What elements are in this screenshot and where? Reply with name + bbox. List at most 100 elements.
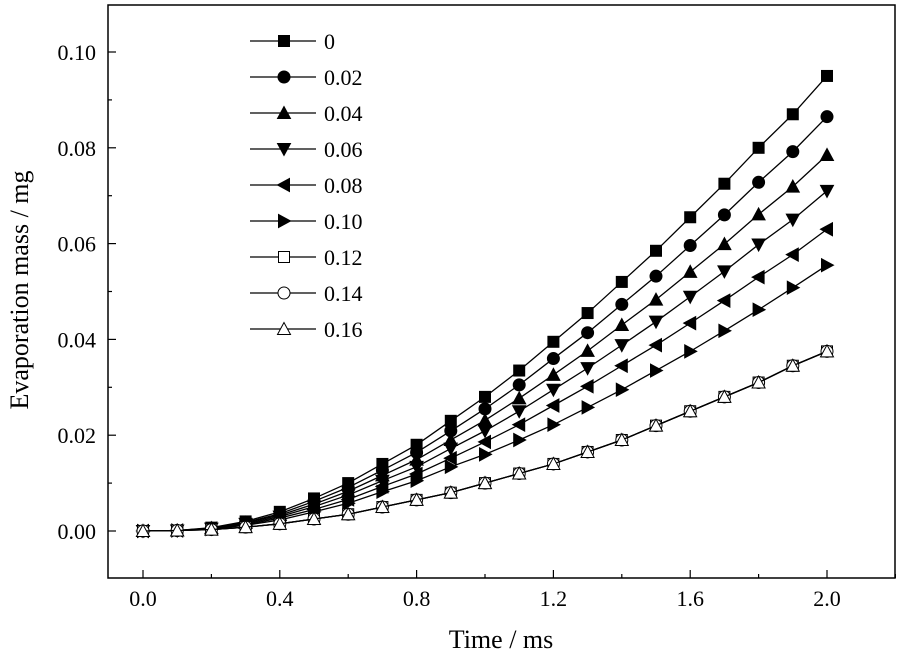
data-point xyxy=(648,292,664,306)
legend-marker xyxy=(277,70,291,84)
legend-item: 0.06 xyxy=(250,137,363,162)
data-point xyxy=(614,358,628,374)
data-point xyxy=(581,400,596,415)
legend-marker xyxy=(276,143,292,157)
legend-marker xyxy=(278,251,290,263)
data-point xyxy=(511,405,527,419)
legend-marker xyxy=(276,321,292,335)
data-point xyxy=(717,236,732,251)
data-point xyxy=(340,506,356,521)
legend-marker xyxy=(277,286,291,300)
data-point xyxy=(581,307,594,320)
legend-label: 0.06 xyxy=(324,137,363,162)
data-point xyxy=(684,211,697,224)
data-point xyxy=(479,390,491,403)
legend-label: 0 xyxy=(324,29,335,54)
data-point xyxy=(342,495,356,511)
y-tick-label: 0.02 xyxy=(58,423,97,448)
data-point xyxy=(682,290,698,305)
y-axis-label: Evaporation mass / mg xyxy=(5,170,34,409)
y-tick-label: 0.06 xyxy=(58,232,97,257)
x-tick-label: 0.4 xyxy=(266,586,294,611)
x-tick-label: 1.2 xyxy=(540,586,568,611)
data-point xyxy=(546,456,561,470)
data-point xyxy=(614,339,630,353)
data-point xyxy=(546,352,560,366)
legend-item: 0.04 xyxy=(250,101,363,126)
data-point xyxy=(752,141,765,154)
data-point xyxy=(785,358,801,372)
data-point xyxy=(410,473,425,489)
series-0.16 xyxy=(135,343,835,537)
data-point xyxy=(443,442,459,457)
series-0.02 xyxy=(136,110,834,538)
data-point xyxy=(547,335,560,348)
data-point xyxy=(752,302,767,318)
data-point xyxy=(204,522,219,536)
data-point xyxy=(819,147,835,161)
legend-label: 0.08 xyxy=(324,173,363,198)
y-tick-label: 0.10 xyxy=(58,40,97,65)
data-point xyxy=(238,519,253,534)
data-point xyxy=(819,343,835,358)
data-point xyxy=(409,460,424,475)
x-tick-label: 2.0 xyxy=(813,586,841,611)
data-point xyxy=(718,177,731,190)
data-point xyxy=(477,434,491,450)
data-point xyxy=(615,382,630,398)
legend-item: 0.16 xyxy=(250,317,363,342)
data-point xyxy=(752,175,766,189)
data-point xyxy=(717,265,732,279)
data-point xyxy=(512,378,526,392)
data-point xyxy=(751,374,766,389)
legend-item: 0.10 xyxy=(250,209,363,234)
legend-label: 0.04 xyxy=(324,101,363,126)
legend-marker xyxy=(278,213,292,229)
data-point xyxy=(580,379,594,394)
data-point xyxy=(751,238,766,253)
data-point xyxy=(751,269,765,285)
legend-label: 0.14 xyxy=(324,281,363,306)
data-point xyxy=(444,459,459,475)
data-point xyxy=(821,69,833,82)
data-point xyxy=(648,337,662,353)
data-point xyxy=(821,257,835,273)
data-point xyxy=(169,522,185,537)
data-point xyxy=(546,383,561,398)
data-point xyxy=(785,179,801,193)
data-point xyxy=(819,184,835,199)
data-point xyxy=(477,475,493,490)
data-point xyxy=(717,389,732,403)
data-point xyxy=(409,492,424,506)
data-point xyxy=(546,367,561,381)
data-point xyxy=(650,363,664,378)
data-point xyxy=(786,280,801,296)
data-point xyxy=(443,450,457,466)
data-point xyxy=(376,484,390,500)
y-tick-label: 0.04 xyxy=(58,327,97,352)
x-tick-label: 0.0 xyxy=(129,586,157,611)
legend-item: 0 xyxy=(250,29,335,54)
data-point xyxy=(511,390,527,405)
y-tick-label: 0.08 xyxy=(58,136,97,161)
data-point xyxy=(580,362,595,376)
x-tick-label: 1.6 xyxy=(676,586,704,611)
legend-label: 0.12 xyxy=(324,245,363,270)
data-point xyxy=(615,275,628,288)
data-point xyxy=(513,432,527,448)
data-point xyxy=(682,403,698,418)
data-point xyxy=(615,297,629,311)
data-point xyxy=(785,247,799,262)
data-point xyxy=(581,326,595,340)
data-point xyxy=(786,108,799,121)
data-point xyxy=(650,244,662,257)
data-point xyxy=(135,523,151,537)
data-point xyxy=(614,317,630,332)
data-point xyxy=(820,110,834,124)
data-point xyxy=(786,145,800,159)
legend-item: 0.08 xyxy=(250,173,363,198)
data-point xyxy=(477,412,493,427)
legend-label: 0.16 xyxy=(324,317,363,342)
data-point xyxy=(513,364,526,377)
